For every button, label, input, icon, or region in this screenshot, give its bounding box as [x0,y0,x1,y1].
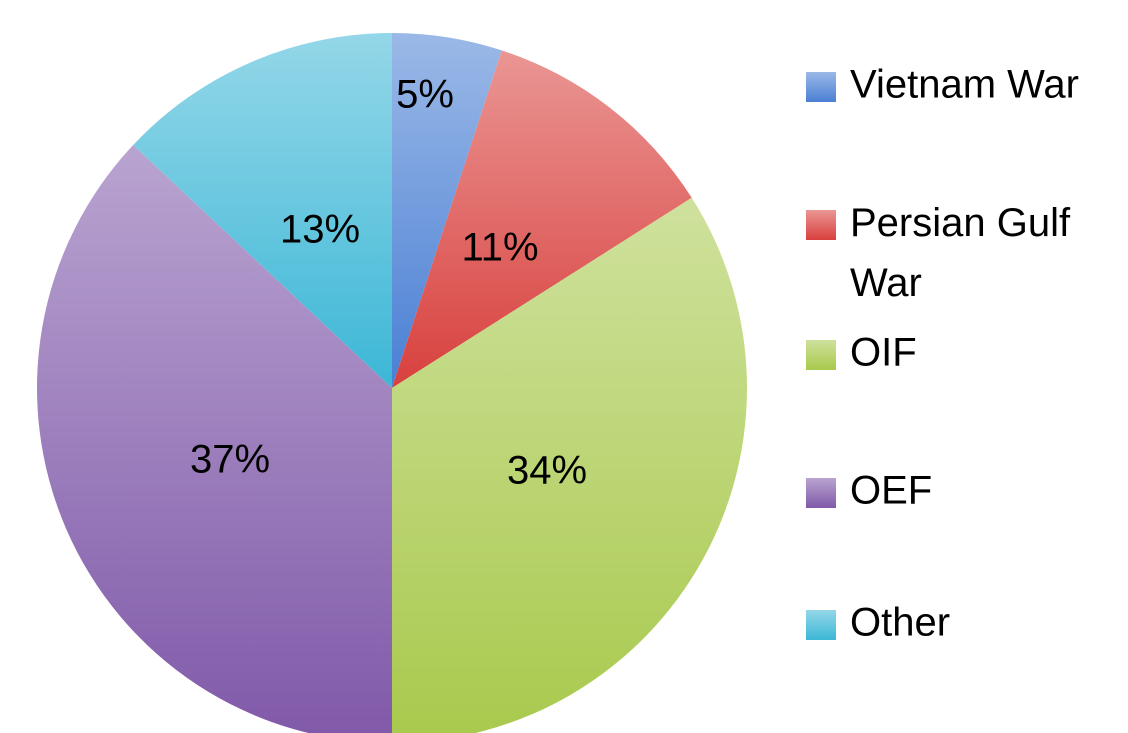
legend-label: Other [850,601,950,645]
data-label: 37% [190,438,270,482]
legend-swatch [806,210,836,240]
data-label: 11% [461,226,538,270]
data-label: 13% [280,208,360,252]
legend-label: Persian Gulf War [850,201,1081,305]
pie-slice [392,50,692,388]
pie-slice [133,33,393,388]
data-label: 5% [396,73,454,117]
legend-swatch [806,610,836,640]
pie-slice [37,144,392,733]
legend-swatch [806,340,836,370]
pie-slice [392,33,502,388]
legend-swatch [806,72,836,102]
legend-label: OIF [850,331,917,375]
legend-label: OEF [850,469,932,513]
data-label: 34% [507,449,587,493]
legend-label: Vietnam War [850,63,1079,107]
legend-swatch [806,478,836,508]
pie-slice [392,197,747,733]
